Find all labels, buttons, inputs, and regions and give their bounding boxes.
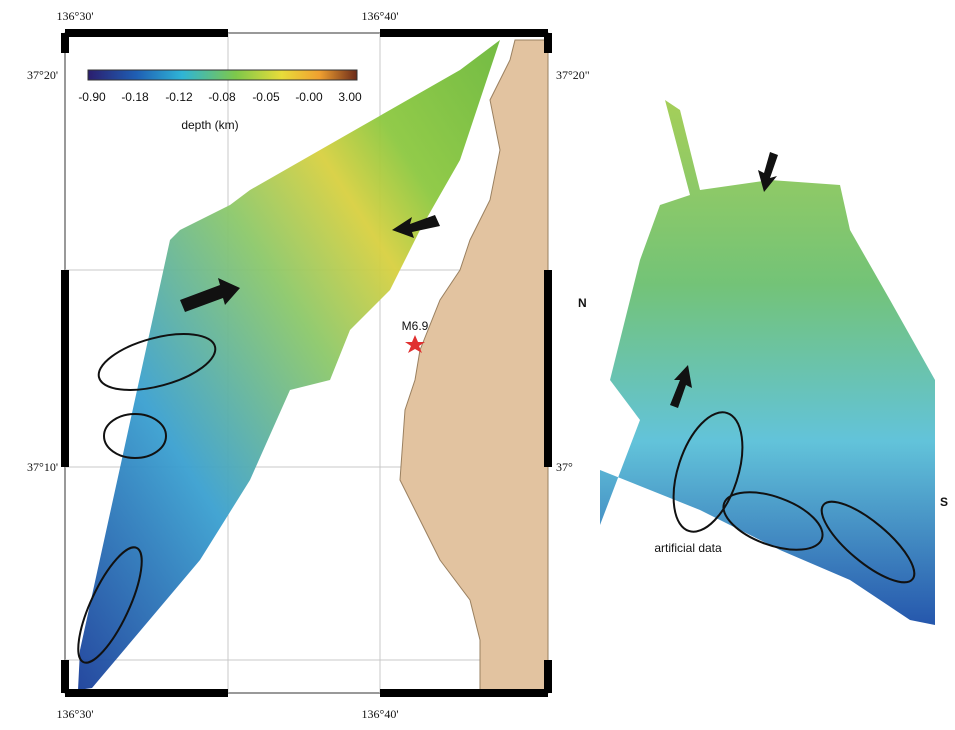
lon-label: 136°30' [57,707,94,721]
lat-label: 37°20' [27,68,58,82]
lat-label: 37°20" [556,68,590,82]
colorbar-label: depth (km) [181,118,238,132]
colorbar-tick-label: -0.05 [252,90,280,104]
colorbar-tick-label: -0.18 [121,90,149,104]
figure: -0.90 -0.18 -0.12 -0.08 -0.05 -0.00 3.00… [0,0,955,725]
lat-label: 37° [556,460,573,474]
colorbar-tick-label: -0.08 [208,90,236,104]
lat-label: 37°10' [27,460,58,474]
lon-label: 136°40' [362,707,399,721]
north-label: N [578,296,587,310]
lon-label: 136°30' [57,9,94,23]
south-label: S [940,495,948,509]
colorbar-tick-label: -0.90 [78,90,106,104]
colorbar-tick-label: 3.00 [338,90,362,104]
epicenter-label: M6.9 [402,319,429,333]
annotation: artificial data [654,541,722,555]
colorbar-tick-label: -0.00 [295,90,323,104]
lon-label: 136°40' [362,9,399,23]
colorbar-tick-label: -0.12 [165,90,193,104]
colorbar [88,70,357,80]
